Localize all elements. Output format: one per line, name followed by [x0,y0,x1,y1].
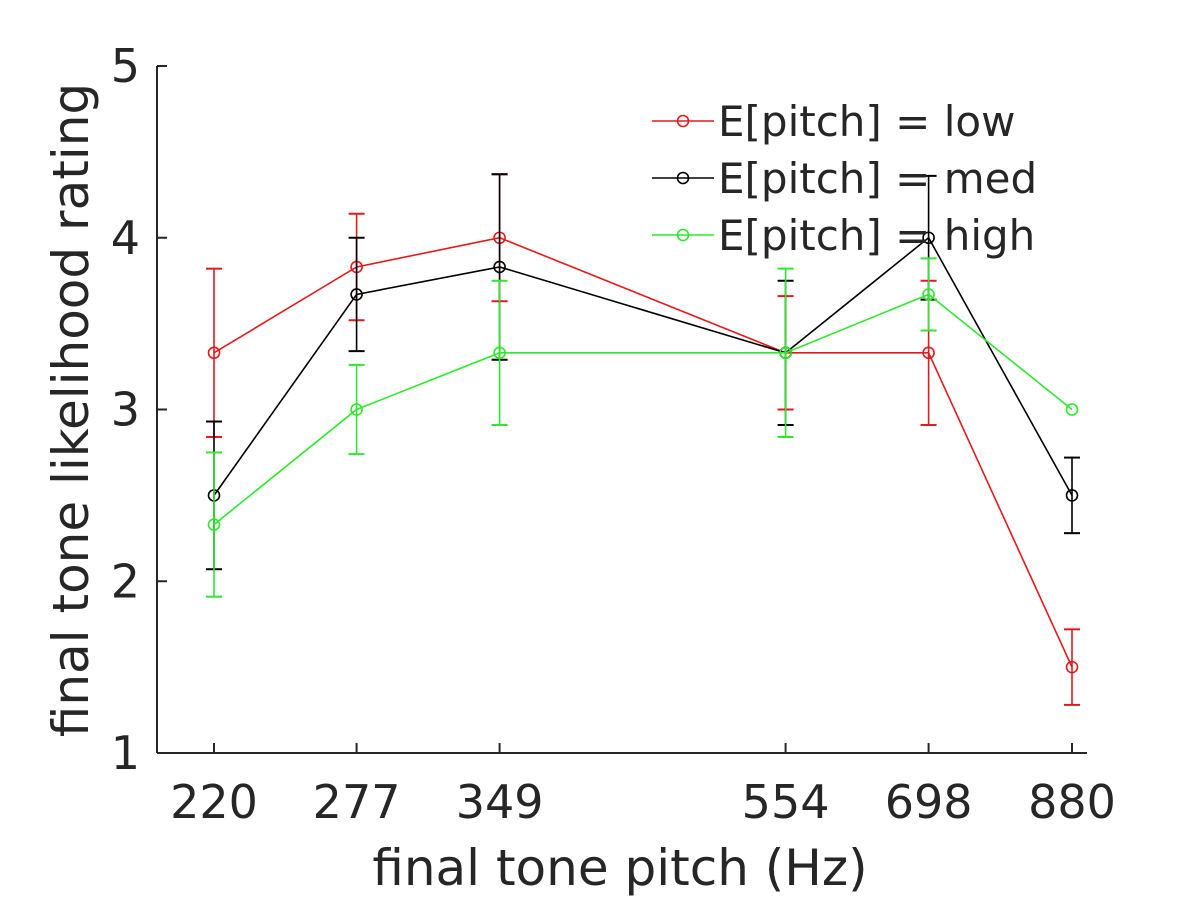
y-tick-label: 5 [111,39,140,93]
series-layer [206,173,1080,706]
data-point [350,403,363,416]
data-point [207,346,221,360]
data-point [493,260,506,274]
y-tick-label: 1 [111,726,140,780]
y-tick-label: 3 [111,383,140,437]
legend-marker [676,114,690,128]
y-axis-label: final tone likelihood rating [42,83,100,737]
series-line [213,236,1073,496]
legend-label: E[pitch] = low [718,97,1015,146]
data-point [922,231,935,245]
data-point [1065,489,1079,502]
x-tick-label: 880 [1028,775,1116,829]
data-point [922,346,935,360]
x-tick-label: 698 [885,775,973,829]
legend: E[pitch] = low E[pitch] = med E[pitch] = h… [652,97,1037,260]
legend-marker [676,228,690,242]
legend-marker [676,171,690,185]
data-point [779,346,792,360]
legend-label: E[pitch] = med [718,154,1037,203]
series-line [213,236,1073,668]
y-tick-label: 2 [111,554,140,608]
data-point [922,288,935,301]
y-tick-label: 4 [111,211,140,265]
series-line [213,293,1073,526]
y-ticks: 1 2 3 4 5 [111,39,167,780]
legend-label: E[pitch] = high [718,211,1035,260]
x-tick-label: 277 [313,775,401,829]
series-group [206,257,1079,598]
x-axis-label: final tone pitch (Hz) [372,839,867,897]
data-point [493,346,506,360]
x-tick-label: 554 [742,775,830,829]
x-ticks: 220 277 349 554 698 880 [170,743,1116,829]
data-point [207,518,221,531]
x-tick-label: 349 [456,775,544,829]
data-point [1065,403,1079,416]
x-tick-label: 220 [170,775,258,829]
data-point [1065,660,1079,674]
data-point [350,288,363,301]
